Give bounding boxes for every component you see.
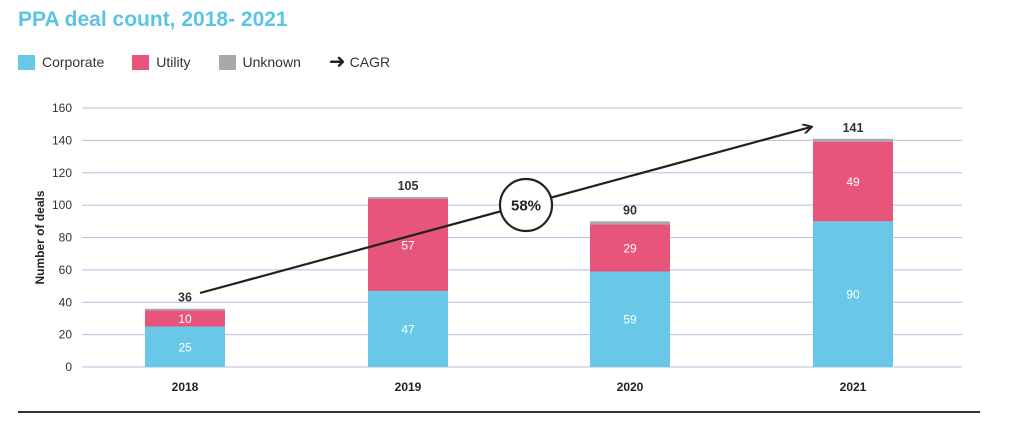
data-label-corporate-2021: 90	[846, 288, 860, 302]
y-axis-label: Number of deals	[33, 190, 47, 284]
legend-label-utility: Utility	[156, 54, 191, 70]
total-label-2020: 90	[623, 203, 637, 217]
legend-swatch-unknown	[218, 54, 236, 70]
bar-corporate-2018	[145, 326, 225, 367]
cagr-circle	[498, 177, 554, 233]
bar-utility-2020	[590, 224, 670, 272]
bar-unknown-2018	[145, 308, 225, 311]
data-label-corporate-2019: 47	[401, 322, 415, 336]
bar-unknown-2019	[368, 197, 448, 199]
arrow-right-icon: ➜	[328, 51, 346, 73]
legend-item-corporate: Corporate	[18, 54, 104, 70]
bar-utility-2021	[813, 141, 893, 222]
y-tick-label-80: 80	[59, 231, 73, 245]
bar-corporate-2021	[813, 221, 893, 367]
y-tick-label-120: 120	[52, 166, 72, 180]
data-label-utility-2020: 29	[623, 242, 637, 256]
total-label-2021: 141	[843, 121, 864, 135]
data-label-utility-2021: 49	[846, 175, 860, 189]
y-tick-label-40: 40	[59, 295, 73, 309]
legend-label-cagr: CAGR	[349, 54, 391, 70]
total-label-2018: 36	[178, 291, 192, 305]
bar-utility-2018	[145, 310, 225, 327]
bar-corporate-2020	[590, 271, 670, 367]
y-tick-label-0: 0	[65, 360, 72, 374]
legend-item-unknown: Unknown	[218, 54, 301, 70]
y-tick-label-20: 20	[59, 328, 73, 342]
data-label-utility-2018: 10	[178, 312, 192, 326]
legend-label-unknown: Unknown	[242, 54, 301, 70]
y-tick-label-60: 60	[59, 263, 73, 277]
chart-title: PPA deal count, 2018- 2021	[18, 8, 288, 31]
legend-item-utility: Utility	[132, 54, 191, 70]
bar-corporate-2019	[368, 290, 448, 367]
data-label-utility-2019: 57	[401, 238, 415, 252]
y-tick-label-160: 160	[52, 101, 72, 115]
legend-item-cagr: ➜ CAGR	[329, 52, 390, 72]
bottom-rule	[18, 411, 980, 413]
data-label-corporate-2018: 25	[178, 340, 192, 354]
legend-swatch-utility	[132, 54, 150, 70]
legend: Corporate Utility Unknown ➜ CAGR	[18, 52, 418, 72]
cagr-value: 58%	[511, 198, 541, 215]
legend-label-corporate: Corporate	[42, 54, 105, 70]
legend-swatch-corporate	[18, 54, 35, 70]
x-tick-label-2018: 2018	[172, 380, 199, 394]
y-tick-label-140: 140	[52, 133, 72, 147]
x-tick-label-2021: 2021	[840, 380, 867, 394]
data-label-corporate-2020: 59	[623, 313, 637, 327]
bar-unknown-2021	[813, 138, 893, 142]
x-tick-label-2020: 2020	[617, 380, 644, 394]
bar-unknown-2020	[590, 221, 670, 225]
x-tick-label-2019: 2019	[395, 380, 422, 394]
y-tick-label-100: 100	[52, 198, 72, 212]
total-label-2019: 105	[398, 179, 419, 193]
